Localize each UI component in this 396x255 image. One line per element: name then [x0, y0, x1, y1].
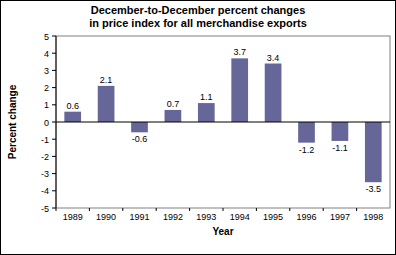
data-label: 0.7 [167, 99, 180, 109]
bar [231, 58, 248, 122]
data-label: 1.1 [200, 92, 213, 102]
bar [165, 110, 182, 122]
chart-frame [1, 1, 396, 255]
y-tick-label: 4 [44, 49, 49, 59]
y-tick [52, 122, 56, 123]
y-tick [52, 87, 56, 88]
y-tick [52, 70, 56, 71]
y-tick [52, 173, 56, 174]
subtitle: in price index for all merchandise expor… [89, 17, 307, 29]
data-label: -0.6 [132, 134, 148, 144]
title: December-to-December percent changes [91, 4, 306, 16]
data-label: -1.2 [299, 145, 315, 155]
data-label: 2.1 [100, 75, 113, 85]
data-label: -1.1 [332, 143, 348, 153]
y-tick-label: -4 [41, 186, 49, 196]
bar [332, 122, 349, 141]
y-tick-label: 3 [44, 66, 49, 76]
y-tick [52, 139, 56, 140]
bar [198, 103, 215, 122]
x-tick [323, 208, 324, 211]
y-tick-label: 5 [44, 32, 49, 42]
bar [265, 64, 282, 122]
x-tick [223, 208, 224, 211]
y-tick [52, 53, 56, 54]
x-tick [356, 208, 357, 211]
x-tick-label: 1991 [129, 212, 149, 222]
x-tick [156, 208, 157, 211]
y-tick-label: -3 [41, 169, 49, 179]
y-tick [52, 190, 56, 191]
x-tick [256, 208, 257, 211]
y-tick-label: 0 [44, 118, 49, 128]
y-tick-label: -5 [41, 204, 49, 214]
y-tick [52, 36, 56, 37]
x-tick-label: 1997 [330, 212, 350, 222]
data-label: 3.7 [233, 47, 246, 57]
bar [98, 86, 115, 122]
bar [131, 122, 148, 132]
plot-area [56, 36, 390, 208]
x-tick [189, 208, 190, 211]
data-label: 3.4 [267, 53, 280, 63]
data-label: -3.5 [366, 184, 382, 194]
x-tick-label: 1995 [263, 212, 283, 222]
y-tick-label: -1 [41, 135, 49, 145]
y-tick-label: -2 [41, 152, 49, 162]
x-tick-label: 1990 [96, 212, 116, 222]
x-tick [56, 208, 57, 211]
x-tick-label: 1993 [196, 212, 216, 222]
y-tick [52, 104, 56, 105]
x-tick-label: 1996 [296, 212, 316, 222]
y-axis-label: Percent change [7, 84, 18, 159]
chart: December-to-December percent changesin p… [0, 0, 396, 255]
y-tick [52, 156, 56, 157]
x-tick-label: 1994 [230, 212, 250, 222]
bar [64, 112, 81, 122]
y-tick-label: 2 [44, 83, 49, 93]
y-tick-label: 1 [44, 100, 49, 110]
bar [365, 122, 382, 182]
x-tick-label: 1998 [363, 212, 383, 222]
y-tick [52, 208, 56, 209]
x-tick [289, 208, 290, 211]
x-tick-label: 1989 [63, 212, 83, 222]
bars [64, 58, 381, 182]
bar [298, 122, 315, 143]
x-tick-label: 1992 [163, 212, 183, 222]
x-axis [56, 122, 390, 123]
x-tick [122, 208, 123, 211]
data-label: 0.6 [66, 101, 79, 111]
chart-container: December-to-December percent changesin p… [0, 0, 396, 255]
x-axis-label: Year [212, 226, 233, 237]
x-tick [89, 208, 90, 211]
